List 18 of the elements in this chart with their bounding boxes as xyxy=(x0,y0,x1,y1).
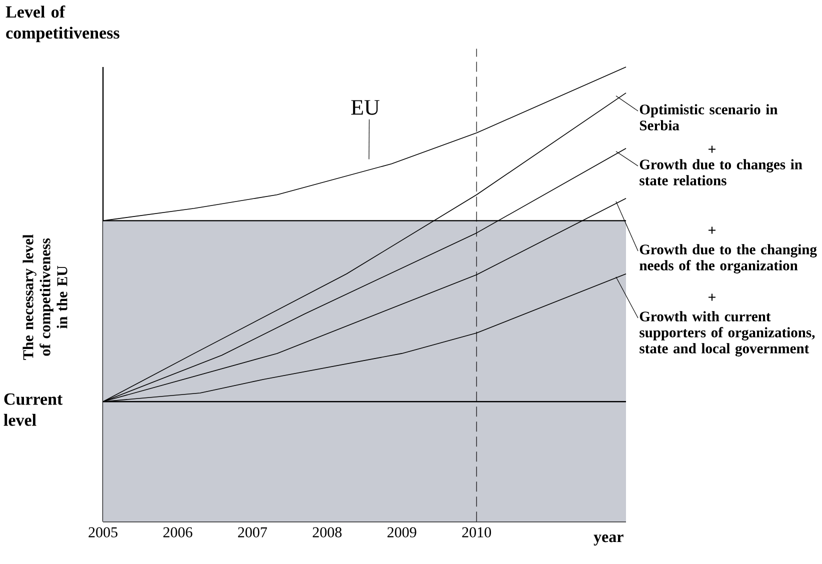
text: EU xyxy=(351,100,380,115)
ref-line-label: Current level xyxy=(4,393,63,426)
x-tick-label: 2008 xyxy=(312,527,342,538)
text: Growth with current supporters of organizations, state and local government xyxy=(640,311,815,356)
text: + xyxy=(708,294,716,301)
x-tick-label: 2005 xyxy=(88,527,118,538)
legend-label: Growth due to changes in state relations xyxy=(640,159,802,186)
y-axis-title: Level of competitiveness xyxy=(6,6,120,42)
x-tick-label: 2007 xyxy=(238,527,267,538)
series-label: Optimistic scenario in Serbia xyxy=(640,104,778,130)
text: Growth due to the changing needs of the organization xyxy=(640,244,817,274)
x-axis-title: year xyxy=(594,534,624,546)
x-tick-label: 2010 xyxy=(462,527,491,538)
x-tick-label: 2006 xyxy=(163,527,192,538)
x-tick-label: 2009 xyxy=(388,527,416,538)
text: + xyxy=(708,146,716,153)
text: + xyxy=(708,226,716,234)
ref-line-label: The necessary level of competitiveness in the EU xyxy=(22,234,68,360)
